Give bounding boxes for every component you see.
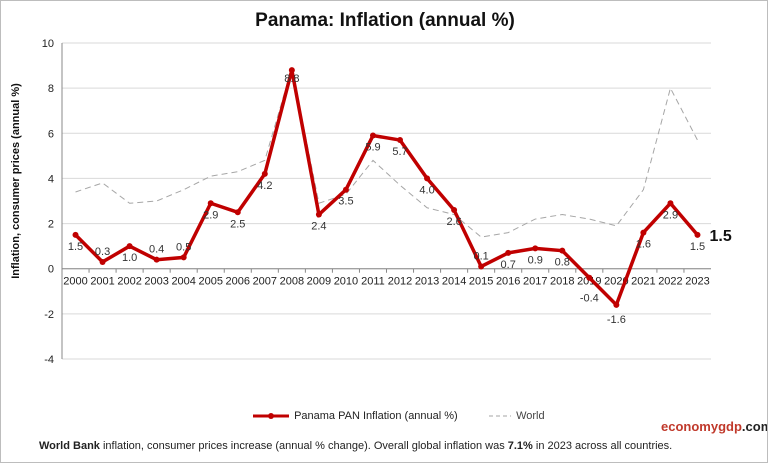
data-point-panama <box>72 231 79 238</box>
y-tick-label: 6 <box>48 128 54 140</box>
legend-swatch-world <box>489 415 511 417</box>
data-label-panama: 1.0 <box>122 252 137 264</box>
data-point-panama <box>613 301 620 308</box>
data-label-panama: 0.9 <box>528 254 543 266</box>
data-point-panama <box>559 247 566 254</box>
data-point-panama <box>586 274 593 281</box>
x-tick-label: 2002 <box>117 276 141 288</box>
y-tick-label: 8 <box>48 83 54 95</box>
legend-label-world: World <box>516 410 545 422</box>
data-point-panama <box>532 245 539 252</box>
data-point-panama <box>451 207 458 214</box>
x-tick-label: 2000 <box>63 276 87 288</box>
y-tick-label: 4 <box>48 173 54 185</box>
data-label-panama: 3.5 <box>338 196 353 208</box>
x-tick-label: 2010 <box>334 276 358 288</box>
data-point-panama <box>397 137 404 144</box>
legend-swatch-panama <box>253 413 289 420</box>
data-label-panama: 0.3 <box>95 246 110 258</box>
data-point-panama <box>288 67 295 74</box>
x-tick-label: 2022 <box>658 276 682 288</box>
x-tick-label: 2009 <box>307 276 331 288</box>
data-label-panama: 4.2 <box>257 180 272 192</box>
y-tick-label: -2 <box>44 309 54 321</box>
data-point-panama <box>342 186 349 193</box>
y-tick-label: 2 <box>48 219 54 231</box>
x-tick-label: 2003 <box>144 276 168 288</box>
data-label-panama: 0.8 <box>555 257 570 269</box>
data-label-panama: 1.5 <box>68 241 83 253</box>
x-tick-label: 2021 <box>631 276 655 288</box>
x-tick-label: 2005 <box>198 276 222 288</box>
series-line-world <box>75 67 698 238</box>
x-tick-label: 2016 <box>496 276 520 288</box>
x-tick-label: 2011 <box>361 276 385 288</box>
chart-title: Panama: Inflation (annual %) <box>255 10 515 31</box>
y-tick-label: -4 <box>44 354 54 366</box>
data-point-panama <box>640 229 647 236</box>
x-tick-label: 2012 <box>388 276 412 288</box>
legend-label-panama: Panama PAN Inflation (annual %) <box>294 410 458 422</box>
footer-note: World Bank inflation, consumer prices in… <box>39 440 672 452</box>
data-point-panama <box>261 170 268 177</box>
data-label-panama: 1.6 <box>636 239 651 251</box>
data-point-panama <box>667 200 674 207</box>
data-label-panama: 0.7 <box>501 259 516 271</box>
x-tick-label: 2014 <box>442 276 466 288</box>
data-point-panama <box>369 132 376 139</box>
data-label-panama: -1.6 <box>607 314 626 326</box>
data-label-panama: 2.5 <box>230 218 245 230</box>
data-point-panama <box>234 209 241 216</box>
data-label-panama: 0.4 <box>149 244 164 256</box>
data-point-panama <box>694 231 701 238</box>
data-label-panama: 2.6 <box>446 216 461 228</box>
end-value-label: 1.5 <box>709 228 731 245</box>
data-label-panama: 2.9 <box>203 209 218 221</box>
x-tick-label: 2017 <box>523 276 547 288</box>
data-point-panama <box>315 211 322 218</box>
data-point-panama <box>207 200 214 207</box>
y-tick-label: 10 <box>42 38 54 50</box>
data-label-panama: 2.9 <box>663 209 678 221</box>
data-label-panama: 5.9 <box>365 142 380 154</box>
brand-part2: .com <box>741 419 767 434</box>
data-label-panama: 2.4 <box>311 221 326 233</box>
data-point-panama <box>153 256 160 263</box>
x-tick-label: 2006 <box>226 276 250 288</box>
y-axis-label: Inflation, consumer prices (annual %) <box>10 83 22 279</box>
data-point-panama <box>126 243 133 250</box>
x-tick-label: 2015 <box>469 276 493 288</box>
x-tick-label: 2004 <box>171 276 195 288</box>
brand-logo: economygdp.com <box>661 419 767 434</box>
data-point-panama <box>505 249 512 256</box>
data-label-panama: 1.5 <box>690 241 705 253</box>
data-point-panama <box>478 263 485 270</box>
x-tick-label: 2018 <box>550 276 574 288</box>
x-tick-label: 2001 <box>90 276 114 288</box>
data-label-panama: 4.0 <box>419 184 434 196</box>
data-label-panama: 0.1 <box>473 250 488 262</box>
brand-part1: economygdp <box>661 419 742 434</box>
data-label-panama: -0.4 <box>580 293 599 305</box>
x-tick-label: 2013 <box>415 276 439 288</box>
footer-text1: inflation, consumer prices increase (ann… <box>99 440 508 452</box>
data-label-panama: 5.7 <box>392 146 407 158</box>
data-label-panama: 0.5 <box>176 241 191 253</box>
x-tick-label: 2007 <box>253 276 277 288</box>
data-label-panama: 8.8 <box>284 73 299 85</box>
legend-item-panama: Panama PAN Inflation (annual %) <box>251 410 458 422</box>
data-point-panama <box>424 175 431 182</box>
x-tick-label: 2008 <box>280 276 304 288</box>
x-tick-label: 2023 <box>685 276 709 288</box>
data-point-panama <box>180 254 187 261</box>
series-line-panama <box>74 69 699 308</box>
legend-item-world: World <box>487 410 545 422</box>
data-point-panama <box>99 258 106 265</box>
y-tick-label: 0 <box>48 264 54 276</box>
footer-text2: in 2023 across all countries. <box>532 440 673 452</box>
footer-source: World Bank <box>39 440 100 452</box>
footer-global-value: 7.1% <box>507 440 533 452</box>
